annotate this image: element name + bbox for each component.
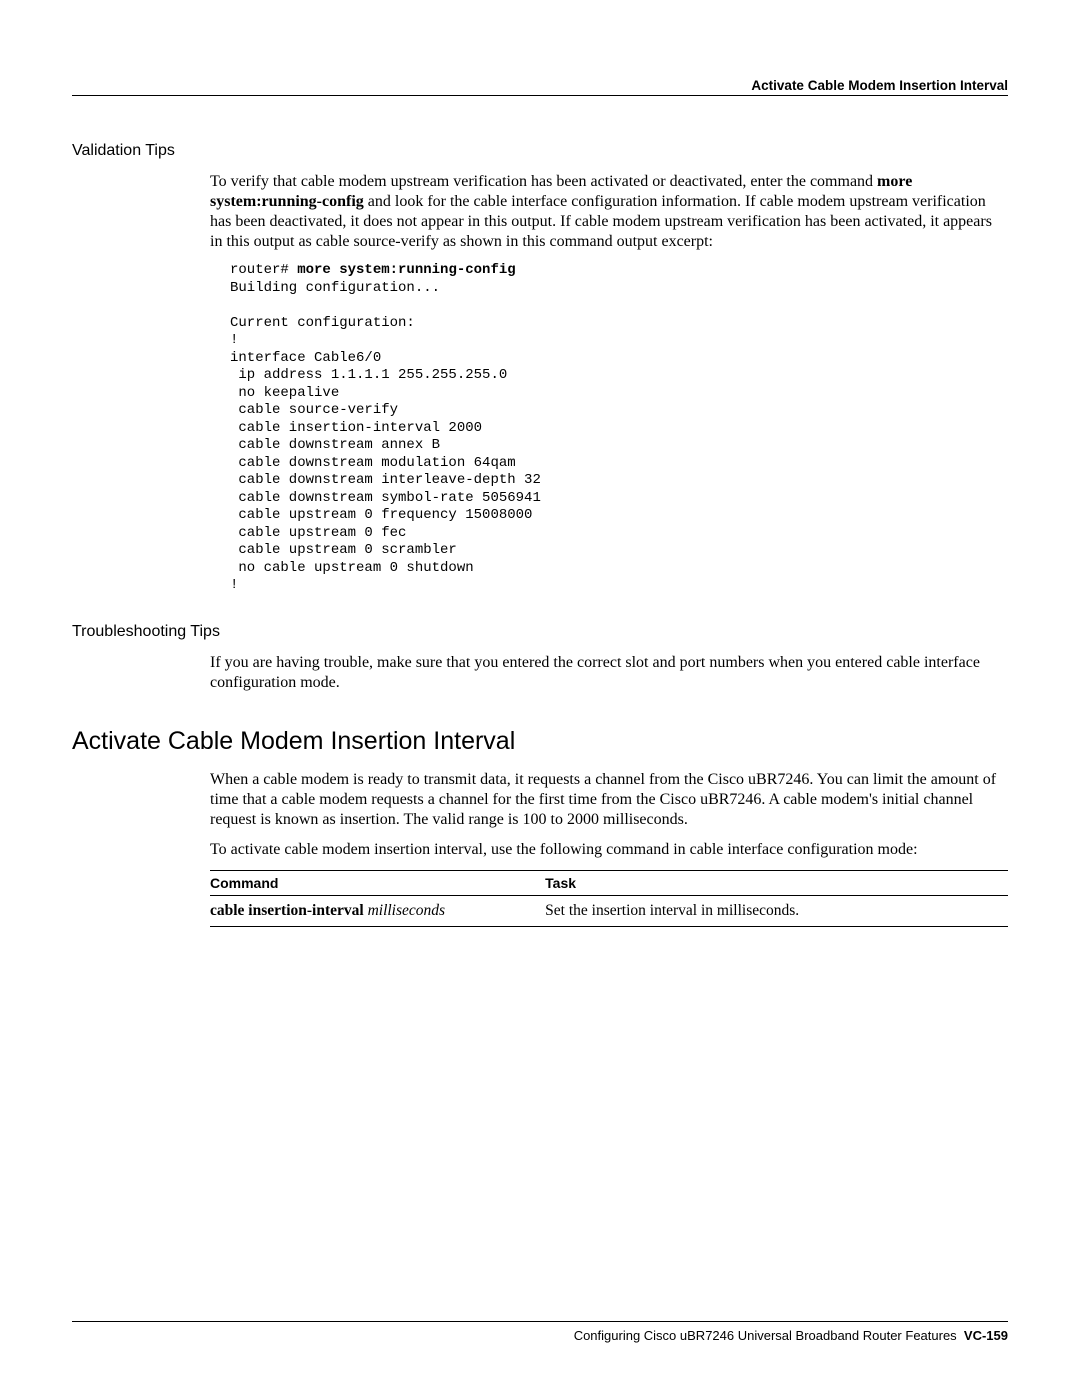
code-prompt: router#: [230, 262, 297, 278]
footer-doc-title: Configuring Cisco uBR7246 Universal Broa…: [574, 1328, 957, 1343]
table-header-row: Command Task: [210, 870, 1008, 895]
validation-para-pre: To verify that cable modem upstream veri…: [210, 173, 877, 190]
insertion-section-heading: Activate Cable Modem Insertion Interval: [72, 727, 1008, 756]
insertion-para1: When a cable modem is ready to transmit …: [210, 770, 1008, 830]
command-table: Command Task cable insertion-interval mi…: [210, 870, 1008, 927]
table-header-task: Task: [545, 870, 1008, 895]
insertion-para2: To activate cable modem insertion interv…: [210, 840, 1008, 860]
code-command: more system:running-config: [297, 262, 515, 278]
footer-text: Configuring Cisco uBR7246 Universal Broa…: [72, 1328, 1008, 1343]
code-output: router# more system:running-config Build…: [230, 262, 1008, 595]
page-header-title: Activate Cable Modem Insertion Interval: [751, 78, 1008, 93]
table-cell-command: cable insertion-interval milliseconds: [210, 895, 545, 926]
troubleshoot-paragraph: If you are having trouble, make sure tha…: [210, 653, 1008, 693]
code-body: Building configuration... Current config…: [230, 280, 541, 594]
validation-heading: Validation Tips: [72, 142, 1008, 160]
cmd-arg: milliseconds: [368, 902, 446, 919]
header-rule: [72, 95, 1008, 96]
table-header-command: Command: [210, 870, 545, 895]
table-cell-task: Set the insertion interval in millisecon…: [545, 895, 1008, 926]
table-row: cable insertion-interval milliseconds Se…: [210, 895, 1008, 926]
page-footer: Configuring Cisco uBR7246 Universal Broa…: [72, 1321, 1008, 1343]
page-content: Validation Tips To verify that cable mod…: [72, 138, 1008, 927]
validation-paragraph: To verify that cable modem upstream veri…: [210, 172, 1008, 252]
footer-page-number: VC-159: [964, 1328, 1008, 1343]
cmd-name: cable insertion-interval: [210, 902, 364, 919]
troubleshoot-heading: Troubleshooting Tips: [72, 623, 1008, 641]
footer-rule: [72, 1321, 1008, 1322]
